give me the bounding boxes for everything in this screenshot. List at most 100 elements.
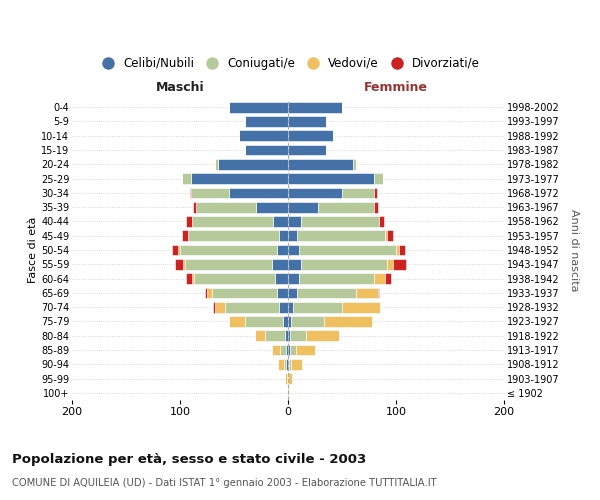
Bar [215, 159, 218, 170]
Bar [288, 316, 291, 327]
Bar [273, 216, 288, 227]
Bar [265, 330, 285, 341]
Bar [188, 230, 280, 241]
Bar [229, 188, 288, 198]
Bar [353, 159, 356, 170]
Bar [288, 230, 296, 241]
Bar [180, 244, 277, 256]
Bar [393, 259, 406, 270]
Bar [218, 159, 288, 170]
Bar [182, 173, 191, 184]
Bar [214, 302, 215, 312]
Bar [229, 102, 288, 113]
Bar [196, 202, 256, 212]
Bar [288, 173, 374, 184]
Y-axis label: Fasce di età: Fasce di età [28, 217, 38, 283]
Bar [288, 244, 299, 256]
Bar [239, 130, 288, 141]
Bar [245, 144, 288, 156]
Bar [288, 159, 353, 170]
Bar [318, 202, 374, 212]
Bar [207, 288, 212, 298]
Bar [256, 202, 288, 212]
Bar [187, 273, 192, 284]
Bar [178, 244, 180, 256]
Bar [388, 230, 393, 241]
Bar [191, 173, 288, 184]
Bar [374, 173, 383, 184]
Bar [288, 202, 318, 212]
Bar [377, 288, 379, 298]
Bar [288, 302, 293, 312]
Bar [185, 259, 272, 270]
Bar [288, 116, 326, 127]
Y-axis label: Anni di nascita: Anni di nascita [569, 209, 579, 291]
Bar [192, 216, 273, 227]
Bar [290, 330, 307, 341]
Bar [290, 344, 296, 356]
Bar [190, 188, 191, 198]
Bar [288, 102, 342, 113]
Bar [323, 316, 372, 327]
Bar [342, 188, 374, 198]
Bar [288, 373, 292, 384]
Bar [296, 344, 315, 356]
Bar [288, 144, 326, 156]
Bar [192, 273, 194, 284]
Bar [307, 330, 339, 341]
Bar [183, 259, 185, 270]
Text: Popolazione per età, sesso e stato civile - 2003: Popolazione per età, sesso e stato civil… [12, 452, 366, 466]
Bar [193, 202, 196, 212]
Bar [379, 216, 384, 227]
Bar [288, 259, 301, 270]
Bar [289, 359, 291, 370]
Bar [280, 344, 286, 356]
Legend: Celibi/Nubili, Coniugati/e, Vedovi/e, Divorziati/e: Celibi/Nubili, Coniugati/e, Vedovi/e, Di… [91, 52, 485, 74]
Bar [194, 273, 275, 284]
Bar [288, 273, 299, 284]
Bar [374, 202, 377, 212]
Bar [286, 359, 288, 370]
Bar [301, 216, 379, 227]
Bar [277, 288, 288, 298]
Bar [254, 330, 265, 341]
Bar [342, 302, 380, 312]
Bar [399, 244, 404, 256]
Bar [291, 316, 323, 327]
Bar [187, 216, 192, 227]
Bar [245, 316, 283, 327]
Bar [288, 330, 290, 341]
Bar [385, 273, 391, 284]
Bar [272, 344, 280, 356]
Bar [191, 188, 229, 198]
Bar [175, 259, 183, 270]
Bar [278, 359, 284, 370]
Text: COMUNE DI AQUILEIA (UD) - Dati ISTAT 1° gennaio 2003 - Elaborazione TUTTITALIA.I: COMUNE DI AQUILEIA (UD) - Dati ISTAT 1° … [12, 478, 437, 488]
Bar [215, 302, 226, 312]
Bar [374, 188, 377, 198]
Bar [275, 273, 288, 284]
Bar [245, 116, 288, 127]
Bar [205, 288, 207, 298]
Bar [285, 330, 288, 341]
Bar [182, 230, 188, 241]
Bar [288, 216, 301, 227]
Bar [277, 244, 288, 256]
Bar [374, 273, 385, 284]
Bar [229, 316, 245, 327]
Bar [301, 259, 388, 270]
Bar [293, 302, 342, 312]
Text: Femmine: Femmine [364, 81, 428, 94]
Bar [296, 288, 356, 298]
Bar [288, 130, 334, 141]
Bar [288, 359, 289, 370]
Bar [385, 230, 388, 241]
Bar [396, 244, 399, 256]
Bar [212, 288, 277, 298]
Bar [272, 259, 288, 270]
Bar [388, 259, 393, 270]
Bar [299, 244, 396, 256]
Bar [284, 359, 286, 370]
Bar [280, 230, 288, 241]
Bar [356, 288, 377, 298]
